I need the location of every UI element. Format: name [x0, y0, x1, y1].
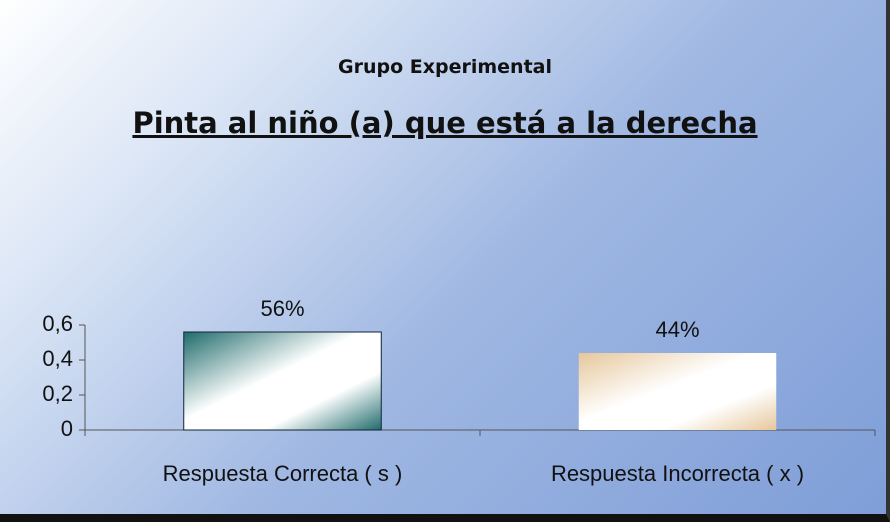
chart-subtitle: Grupo Experimental [338, 56, 552, 78]
value-label: 56% [260, 296, 304, 321]
y-tick-label: 0,2 [42, 381, 73, 406]
y-tick-label: 0,4 [42, 346, 73, 371]
y-tick-label: 0 [61, 416, 73, 441]
chart-title: Pinta al niño (a) que está a la derecha [132, 106, 758, 140]
x-tick-label: Respuesta Incorrecta ( x ) [551, 461, 804, 486]
y-tick-label: 0,6 [42, 311, 73, 336]
bar [183, 331, 382, 431]
x-tick-label: Respuesta Correcta ( s ) [163, 461, 403, 486]
value-label: 44% [655, 317, 699, 342]
bar [578, 353, 777, 430]
